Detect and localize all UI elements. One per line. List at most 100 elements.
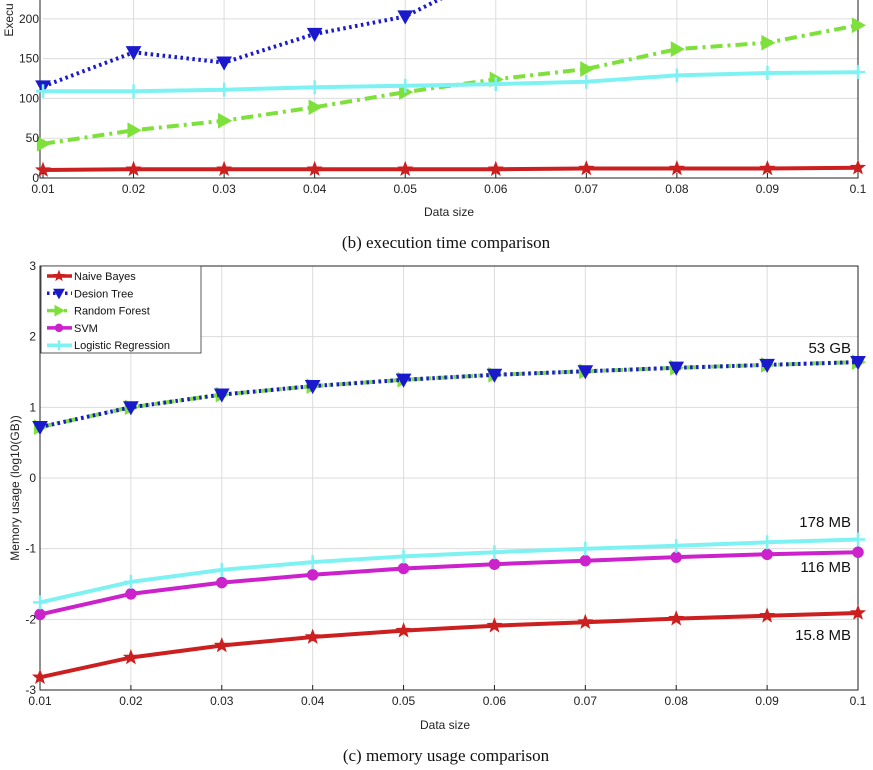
series-naive-bayes — [31, 604, 867, 685]
x-tick-label: 0.06 — [484, 182, 508, 196]
data-point-naive-bayes — [849, 159, 867, 175]
tick-labels: 0.01 0.02 0.03 0.04 0.05 0.06 0.07 0.08 0.09 0.1 0… — [19, 12, 867, 196]
data-point-svm — [216, 576, 228, 589]
data-point-logistic-regression — [305, 555, 320, 570]
data-point-random-forest — [36, 135, 52, 152]
data-point-logistic-regression — [214, 562, 229, 577]
x-axis-label: Data size — [420, 718, 470, 732]
series-line-logistic-regression — [39, 537, 859, 605]
annotation-logistic-regression: 178 MB — [799, 514, 851, 531]
legend-label: Naive Bayes — [74, 271, 136, 283]
x-tick-label: 0.01 — [31, 182, 55, 196]
x-tick-label: 0.05 — [394, 182, 418, 196]
y-tick-label: 0 — [32, 171, 39, 185]
data-point-naive-bayes — [397, 160, 414, 177]
y-axis-label: Execu — [2, 3, 16, 36]
legend-label: Logistic Regression — [74, 340, 170, 352]
series-line-desion-tree — [42, 0, 443, 89]
y-tick-label: 3 — [29, 259, 36, 273]
data-point-svm — [397, 562, 410, 575]
data-point-logistic-regression — [126, 84, 141, 99]
legend-marker — [52, 269, 66, 282]
grid — [40, 266, 858, 690]
data-point-random-forest — [127, 122, 142, 139]
legend-item-naive-bayes: Naive Bayes — [47, 269, 136, 283]
data-point-logistic-regression — [307, 80, 322, 95]
legend-label: Random Forest — [74, 306, 150, 318]
data-point-random-forest — [218, 112, 233, 129]
legend-item-random-forest: Random Forest — [47, 304, 150, 318]
y-axis-label: Memory usage (log10(GB)) — [8, 415, 22, 560]
y-tick-label: -3 — [25, 683, 36, 697]
x-tick-label: 0.04 — [303, 182, 327, 196]
data-point-logistic-regression — [760, 65, 775, 80]
data-point-logistic-regression — [217, 82, 232, 97]
data-point-naive-bayes — [486, 617, 503, 633]
series-line-naive-bayes — [42, 165, 859, 172]
data-point-desion-tree — [850, 356, 866, 371]
legend-marker — [54, 323, 64, 333]
data-point-naive-bayes — [216, 160, 233, 177]
legend-label: SVM — [74, 323, 98, 335]
data-point-desion-tree — [668, 361, 685, 376]
x-tick-label: 0.04 — [301, 694, 325, 708]
y-tick-label: 150 — [19, 52, 39, 66]
y-tick-label: 100 — [19, 91, 39, 105]
data-point-random-forest — [851, 17, 867, 34]
data-point-desion-tree — [395, 373, 412, 388]
data-point-desion-tree — [123, 401, 139, 416]
annotation-svm: 116 MB — [800, 559, 851, 576]
series-line-logistic-regression — [43, 70, 859, 94]
data-point-naive-bayes — [31, 668, 49, 685]
series-naive-bayes — [34, 159, 867, 177]
x-axis-label: Data size — [424, 205, 474, 219]
legend-item-desion-tree: Desion Tree — [47, 288, 133, 300]
legend-item-svm: SVM — [47, 323, 98, 335]
series-lines — [34, 0, 867, 177]
legend-marker — [54, 340, 64, 351]
data-point-svm — [488, 558, 501, 570]
legend-marker — [53, 288, 65, 300]
data-point-naive-bayes — [395, 622, 412, 638]
legend-box — [40, 265, 202, 354]
data-point-desion-tree — [397, 10, 414, 25]
plot-frame — [39, 265, 859, 691]
data-point-naive-bayes — [487, 160, 504, 177]
data-point-logistic-regression — [396, 549, 411, 564]
data-point-logistic-regression — [578, 541, 593, 556]
x-tick-label: 0.01 — [28, 694, 52, 708]
legend: Naive Bayes Desion Tree Random Forest SVM Lo… — [40, 265, 202, 354]
data-point-svm — [761, 548, 773, 561]
data-point-logistic-regression — [760, 535, 775, 550]
series-logistic-regression — [33, 532, 865, 610]
x-tick-label: 0.02 — [122, 182, 146, 196]
series-line-svm — [39, 550, 859, 617]
x-tick-label: 0.03 — [210, 694, 234, 708]
x-tick-label: 0.08 — [665, 694, 689, 708]
data-point-desion-tree — [32, 421, 48, 436]
x-tick-label: 0.02 — [119, 694, 143, 708]
y-tick-label: -2 — [25, 612, 36, 626]
data-point-desion-tree — [213, 388, 230, 403]
data-point-svm — [306, 569, 319, 581]
tick-labels: 0.01 0.02 0.03 0.04 0.05 0.06 0.07 0.08 0.09 0.1 -… — [25, 259, 866, 708]
data-point-random-forest — [580, 61, 595, 77]
data-point-naive-bayes — [668, 610, 685, 626]
caption-execution-time: (b) execution time comparison — [342, 233, 551, 252]
data-point-naive-bayes — [306, 160, 323, 177]
x-tick-label: 0.08 — [665, 182, 689, 196]
data-point-naive-bayes — [668, 160, 685, 176]
data-point-desion-tree — [216, 56, 232, 71]
series-desion-tree — [35, 0, 443, 95]
data-point-logistic-regression — [488, 77, 503, 92]
data-point-logistic-regression — [851, 532, 865, 547]
data-point-naive-bayes — [849, 604, 867, 620]
x-tick-label: 0.07 — [574, 694, 598, 708]
y-tick-label: 200 — [19, 12, 39, 26]
chart-execution-time: 0.01 0.02 0.03 0.04 0.05 0.06 0.07 0.08 0.09 0.1 0… — [2, 0, 867, 252]
data-point-desion-tree — [306, 27, 323, 43]
data-point-logistic-regression — [33, 595, 47, 610]
data-point-logistic-regression — [851, 65, 865, 80]
data-point-logistic-regression — [123, 574, 138, 589]
